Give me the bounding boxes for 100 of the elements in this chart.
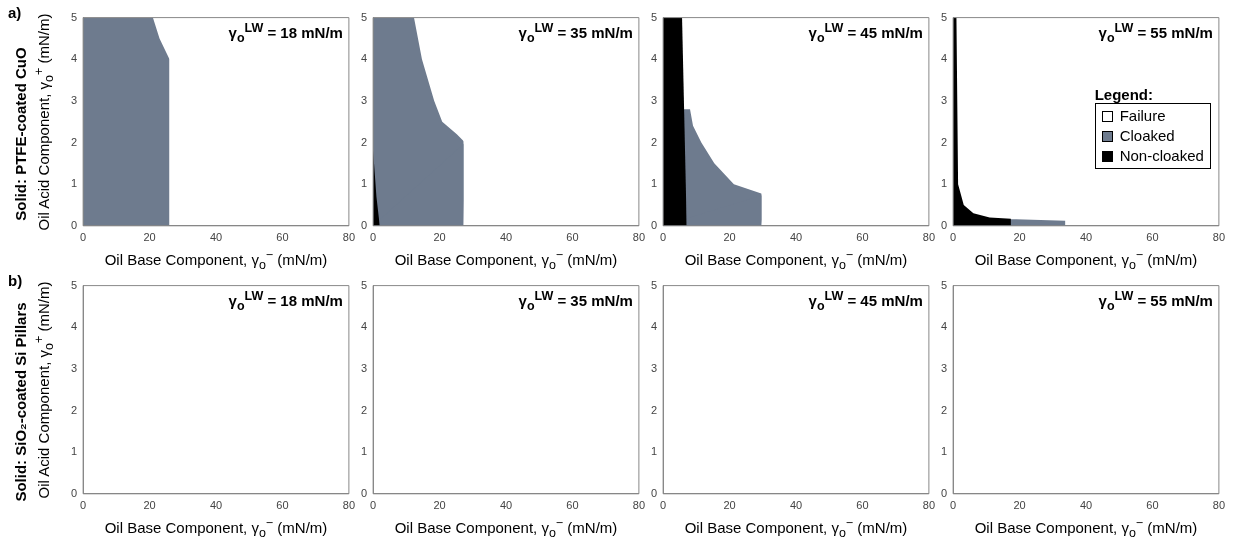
y-tick-label: 3 [940,361,948,374]
y-tick-label: 0 [650,218,658,231]
y-tick-label: 5 [360,10,368,23]
y-tick-label: 4 [650,320,658,333]
text: Solid: PTFE-coated CuO [11,47,29,221]
legend-label: Non-cloaked [1119,146,1204,167]
y-tick-label: 2 [70,403,78,416]
x-tick-label: 40 [209,231,223,244]
x-axis-title: Oil Base Component, γ$_{o}$$^{−}$ (mN/m) [683,248,909,272]
x-tick-label: 0 [950,499,957,512]
text: γ$_{o}$$^{LW}$ = 18 mN/m [228,20,343,45]
x-tick-label: 80 [1212,499,1226,512]
x-tick-label: 20 [433,499,446,512]
x-tick-label: 80 [1212,231,1226,244]
y-tick-label: 0 [360,218,368,231]
x-tick-label: 40 [499,499,513,512]
x-tick-label: 40 [789,231,803,244]
x-tick-label: 0 [370,231,377,244]
text: γ$_{o}$$^{LW}$ = 35 mN/m [518,288,633,313]
y-tick-label: 5 [360,278,368,291]
x-tick-label: 40 [1079,499,1093,512]
x-tick-label: 60 [566,499,579,512]
text: γ$_{o}$$^{LW}$ = 55 mN/m [1098,288,1213,313]
text: b) [8,272,23,289]
y-tick-label: 5 [940,278,948,291]
x-tick-label: 0 [660,499,667,512]
x-axis-title: Oil Base Component, γ$_{o}$$^{−}$ (mN/m) [393,516,619,540]
y-tick-label: 2 [70,135,78,148]
x-tick-label: 80 [922,499,936,512]
y-tick-label: 0 [940,486,948,499]
x-tick-label: 20 [1013,231,1026,244]
text: γ$_{o}$$^{LW}$ = 18 mN/m [228,288,343,313]
y-tick-label: 0 [940,218,948,231]
x-tick-label: 20 [1013,499,1026,512]
x-tick-label: 40 [209,499,223,512]
y-tick-label: 4 [650,52,658,65]
y-tick-label: 0 [360,486,368,499]
x-tick-label: 60 [1146,499,1159,512]
y-tick-label: 1 [650,445,658,458]
x-axis-title: Oil Base Component, γ$_{o}$$^{−}$ (mN/m) [683,516,909,540]
y-tick-label: 3 [70,93,78,106]
y-tick-label: 4 [940,52,948,65]
x-tick-label: 80 [632,231,646,244]
text: γ$_{o}$$^{LW}$ = 35 mN/m [518,20,633,45]
y-tick-label: 2 [940,403,948,416]
y-tick-label: 2 [360,403,368,416]
y-tick-label: 2 [940,135,948,148]
y-tick-label: 5 [650,278,658,291]
y-tick-label: 4 [360,52,368,65]
x-tick-label: 20 [723,499,736,512]
y-tick-label: 1 [650,177,658,190]
x-axis-title: Oil Base Component, γ$_{o}$$^{−}$ (mN/m) [103,248,329,272]
y-tick-label: 1 [940,177,948,190]
x-tick-label: 40 [789,499,803,512]
x-axis-title: Oil Base Component, γ$_{o}$$^{−}$ (mN/m) [973,248,1199,272]
y-tick-label: 1 [70,177,78,190]
x-tick-label: 20 [143,231,156,244]
x-tick-label: 0 [660,231,667,244]
y-tick-label: 4 [70,320,78,333]
y-tick-label: 1 [360,445,368,458]
legend-label: Cloaked [1119,126,1175,147]
text: γ$_{o}$$^{LW}$ = 55 mN/m [1098,20,1213,45]
y-tick-label: 2 [360,135,368,148]
x-tick-label: 0 [370,499,377,512]
legend-title: Legend: [1094,86,1154,104]
y-tick-label: 5 [940,10,948,23]
x-tick-label: 80 [922,231,936,244]
x-tick-label: 0 [80,231,87,244]
y-tick-label: 1 [940,445,948,458]
x-tick-label: 80 [632,499,646,512]
y-tick-label: 3 [70,361,78,374]
y-tick-label: 5 [70,278,78,291]
x-tick-label: 40 [499,231,513,244]
x-tick-label: 60 [276,231,289,244]
y-tick-label: 1 [70,445,78,458]
y-tick-label: 4 [360,320,368,333]
x-tick-label: 80 [342,231,356,244]
x-axis-title: Oil Base Component, γ$_{o}$$^{−}$ (mN/m) [103,516,329,540]
x-axis-title: Oil Base Component, γ$_{o}$$^{−}$ (mN/m) [393,248,619,272]
x-tick-label: 60 [566,231,579,244]
x-tick-label: 60 [1146,231,1159,244]
x-tick-label: 20 [433,231,446,244]
y-tick-label: 2 [650,135,658,148]
y-tick-label: 0 [70,218,78,231]
text: Solid: SiO₂-coated Si Pillars [11,302,29,502]
y-tick-label: 3 [360,361,368,374]
y-tick-label: 5 [70,10,78,23]
x-tick-label: 60 [856,499,869,512]
y-tick-label: 0 [650,486,658,499]
text: a) [8,4,22,21]
x-tick-label: 0 [950,231,957,244]
text: γ$_{o}$$^{LW}$ = 45 mN/m [808,288,923,313]
y-tick-label: 4 [940,320,948,333]
x-tick-label: 20 [723,231,736,244]
x-tick-label: 60 [276,499,289,512]
y-tick-label: 5 [650,10,658,23]
legend-label: Failure [1119,106,1166,127]
y-tick-label: 0 [70,486,78,499]
y-tick-label: 3 [650,361,658,374]
x-tick-label: 60 [856,231,869,244]
